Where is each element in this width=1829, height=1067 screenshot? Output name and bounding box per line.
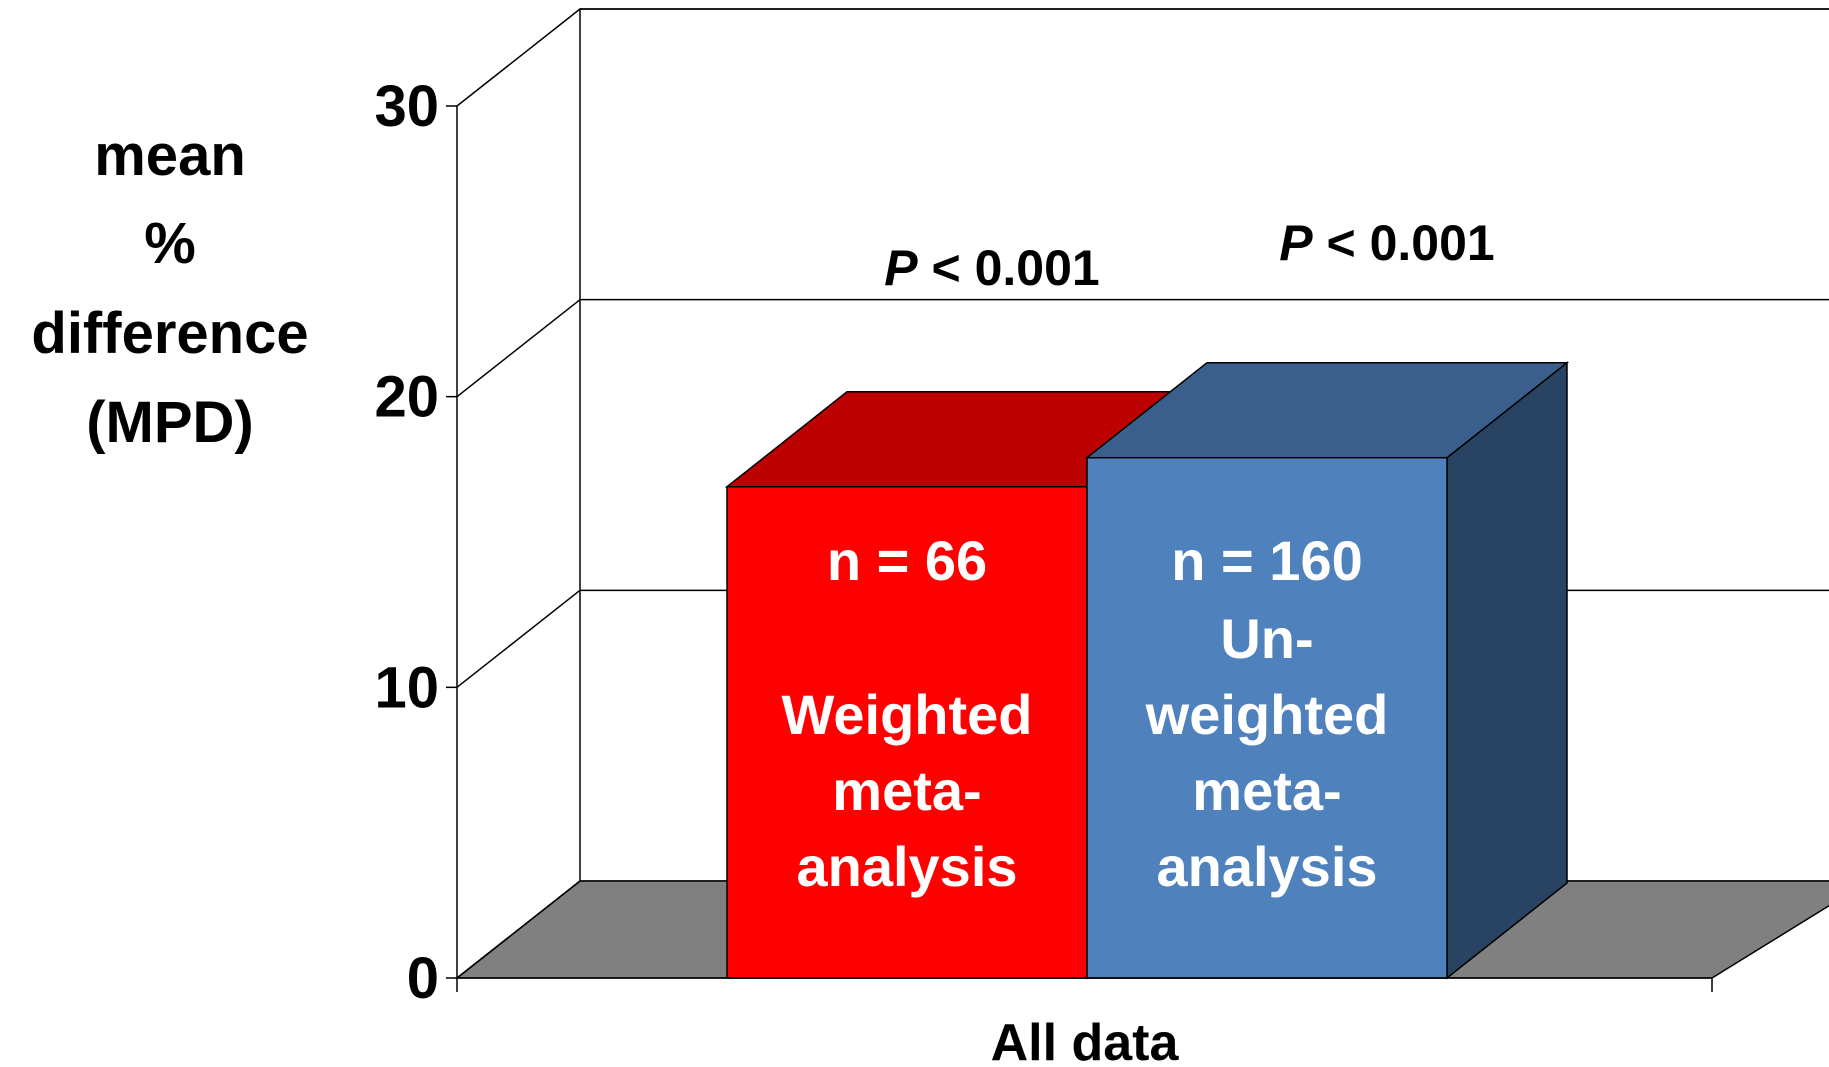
bars: n = 66 Weighted meta-analysis n = 160 Un-wei… <box>724 361 1570 980</box>
bar-series-label: meta- <box>832 759 981 822</box>
side-gridline <box>456 589 581 688</box>
y-axis-label: difference <box>31 301 308 366</box>
bar-series-label: Un- <box>1220 607 1313 670</box>
side-gridline <box>456 880 581 979</box>
p-value-label: P < 0.001 <box>884 240 1099 296</box>
bar-front-face <box>726 486 1088 979</box>
x-axis-label: All data <box>991 1014 1180 1067</box>
bar-series-label: meta- <box>1192 759 1341 822</box>
bar-series-label: analysis <box>796 835 1017 898</box>
bar-side-face <box>1446 361 1568 980</box>
chart-texts: P < 0.001 P < 0.001 All data mean% differenc… <box>31 123 1494 1067</box>
y-axis-label: mean <box>94 123 246 188</box>
bar-series-label: Weighted <box>782 683 1033 746</box>
bar-series-label: weighted <box>1145 683 1389 746</box>
y-tick-label: 20 <box>374 365 439 430</box>
side-gridline <box>456 8 581 107</box>
p-value-label: P < 0.001 <box>1279 215 1494 271</box>
bar-series-label: analysis <box>1156 835 1377 898</box>
y-tick-label: 0 <box>407 946 439 1011</box>
bar-2: n = 160 Un-weighted meta-analysis <box>1084 361 1570 980</box>
side-gridline <box>456 299 581 398</box>
bar-n-label: n = 66 <box>827 529 987 592</box>
y-axis: 0 10 20 30 <box>374 74 1713 1011</box>
y-axis-label: % <box>144 211 196 276</box>
y-axis-label: (MPD) <box>86 390 254 455</box>
y-tick-label: 30 <box>374 74 439 139</box>
y-tick-label: 10 <box>374 655 439 720</box>
bar-n-label: n = 160 <box>1171 529 1362 592</box>
